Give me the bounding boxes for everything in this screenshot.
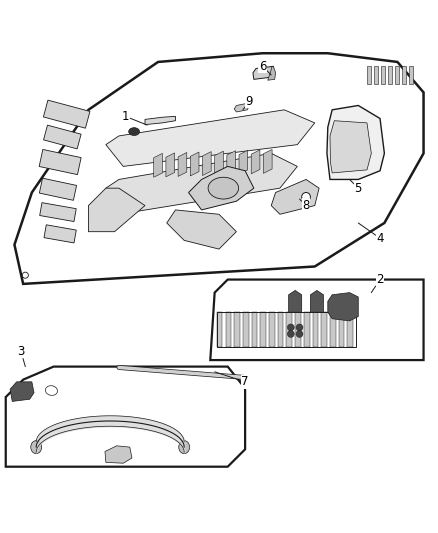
- Bar: [234, 312, 240, 347]
- Bar: [252, 312, 257, 347]
- FancyBboxPatch shape: [44, 225, 76, 243]
- Polygon shape: [106, 154, 297, 214]
- Bar: [243, 312, 249, 347]
- Ellipse shape: [129, 128, 140, 135]
- Polygon shape: [145, 116, 176, 125]
- Ellipse shape: [46, 386, 57, 395]
- Ellipse shape: [208, 177, 239, 199]
- Polygon shape: [253, 66, 273, 79]
- Bar: [286, 312, 292, 347]
- Polygon shape: [167, 210, 237, 249]
- Text: 1: 1: [122, 110, 147, 125]
- Bar: [388, 66, 392, 84]
- Polygon shape: [190, 152, 199, 176]
- FancyBboxPatch shape: [43, 125, 81, 149]
- Text: 3: 3: [17, 345, 25, 367]
- FancyBboxPatch shape: [39, 149, 81, 175]
- Bar: [381, 66, 385, 84]
- Polygon shape: [188, 166, 254, 210]
- Polygon shape: [263, 149, 272, 173]
- Text: 9: 9: [243, 95, 253, 110]
- Polygon shape: [327, 106, 385, 180]
- Ellipse shape: [179, 441, 190, 454]
- FancyBboxPatch shape: [39, 178, 77, 200]
- Polygon shape: [88, 188, 145, 232]
- Circle shape: [302, 192, 311, 201]
- Text: 5: 5: [350, 180, 362, 195]
- Bar: [347, 312, 353, 347]
- Circle shape: [287, 324, 294, 331]
- Text: 2: 2: [371, 273, 384, 293]
- Polygon shape: [330, 120, 371, 173]
- FancyBboxPatch shape: [40, 203, 76, 222]
- Bar: [260, 312, 266, 347]
- Circle shape: [296, 330, 303, 337]
- Polygon shape: [239, 150, 248, 174]
- Bar: [374, 66, 378, 84]
- Polygon shape: [268, 66, 276, 80]
- Ellipse shape: [31, 441, 42, 454]
- Circle shape: [287, 330, 294, 337]
- Polygon shape: [154, 154, 162, 177]
- Polygon shape: [105, 446, 132, 463]
- Bar: [217, 312, 223, 347]
- Polygon shape: [289, 290, 302, 312]
- Polygon shape: [106, 110, 315, 166]
- Bar: [313, 312, 318, 347]
- Bar: [321, 312, 327, 347]
- Polygon shape: [215, 151, 223, 175]
- Bar: [339, 312, 344, 347]
- Bar: [402, 66, 406, 84]
- Text: 8: 8: [300, 199, 310, 212]
- Text: 4: 4: [358, 223, 384, 245]
- Polygon shape: [251, 150, 260, 174]
- Bar: [269, 312, 275, 347]
- Polygon shape: [14, 53, 424, 284]
- Polygon shape: [227, 151, 236, 175]
- Polygon shape: [328, 293, 358, 321]
- Bar: [395, 66, 399, 84]
- Circle shape: [296, 324, 303, 331]
- Bar: [226, 312, 231, 347]
- Polygon shape: [210, 279, 424, 360]
- Text: 7: 7: [215, 372, 249, 389]
- Polygon shape: [178, 152, 187, 176]
- Bar: [304, 312, 310, 347]
- Bar: [278, 312, 283, 347]
- Polygon shape: [10, 382, 34, 401]
- Polygon shape: [311, 290, 323, 312]
- Bar: [367, 66, 371, 84]
- FancyBboxPatch shape: [43, 100, 90, 128]
- Bar: [295, 312, 301, 347]
- Bar: [330, 312, 336, 347]
- Polygon shape: [166, 153, 175, 177]
- Bar: [409, 66, 413, 84]
- Polygon shape: [202, 151, 211, 175]
- Polygon shape: [234, 103, 250, 112]
- Circle shape: [22, 272, 28, 278]
- Polygon shape: [271, 180, 319, 214]
- Bar: [217, 312, 356, 347]
- Text: 6: 6: [259, 60, 271, 75]
- Polygon shape: [6, 367, 245, 467]
